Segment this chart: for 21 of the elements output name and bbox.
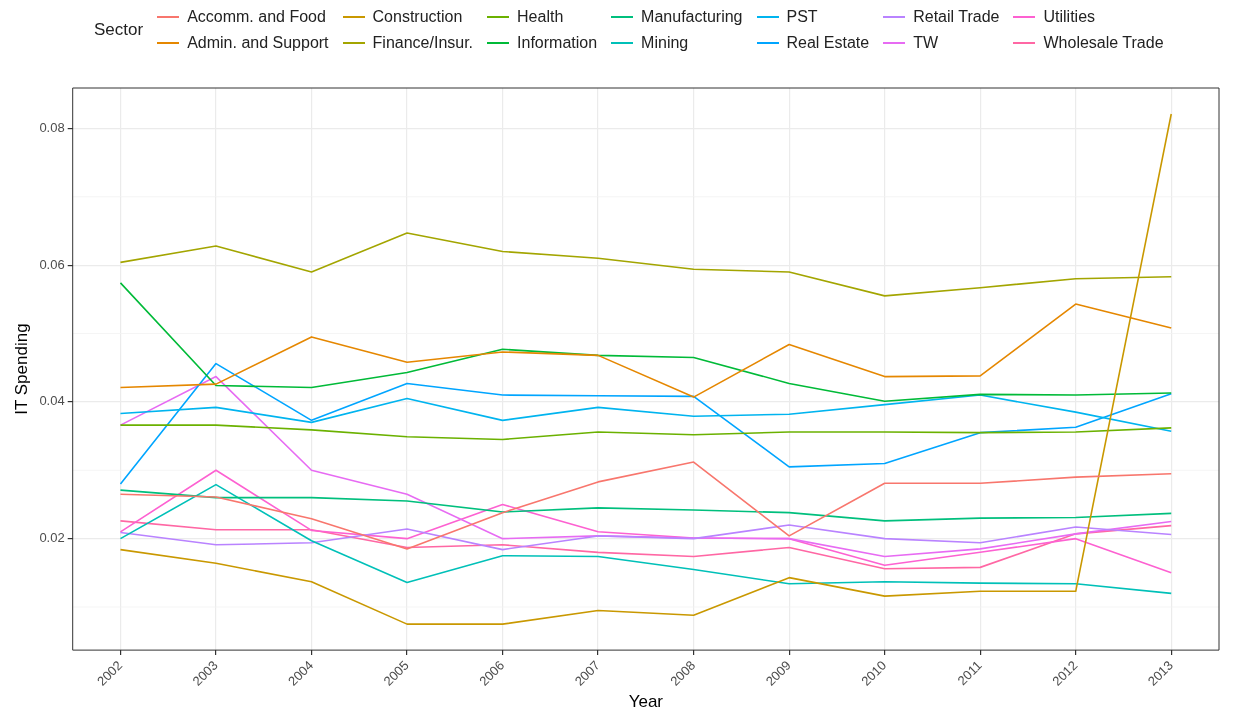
legend-label: Real Estate [786,34,870,52]
y-tick-label: 0.02 [39,530,65,546]
legend-title: Sector [94,20,144,40]
y-tick-label: 0.04 [39,393,65,409]
x-axis-title: Year [628,692,664,712]
y-tick-label: 0.06 [39,256,65,272]
legend-label: Retail Trade [913,8,1000,26]
legend-label: Health [517,8,564,26]
legend-label: TW [913,34,939,52]
legend-label: Manufacturing [641,8,743,26]
legend-label: Accomm. and Food [187,8,326,26]
legend-label: PST [786,8,818,26]
legend-label: Information [517,34,598,52]
legend-label: Construction [372,8,463,26]
y-axis-title: IT Spending [11,323,31,415]
legend-label: Mining [641,34,689,52]
y-tick-label: 0.08 [39,119,65,135]
legend-label: Finance/Insur. [372,34,474,52]
legend-label: Admin. and Support [187,34,329,52]
legend-label: Utilities [1043,8,1096,26]
legend-label: Wholesale Trade [1043,34,1164,52]
